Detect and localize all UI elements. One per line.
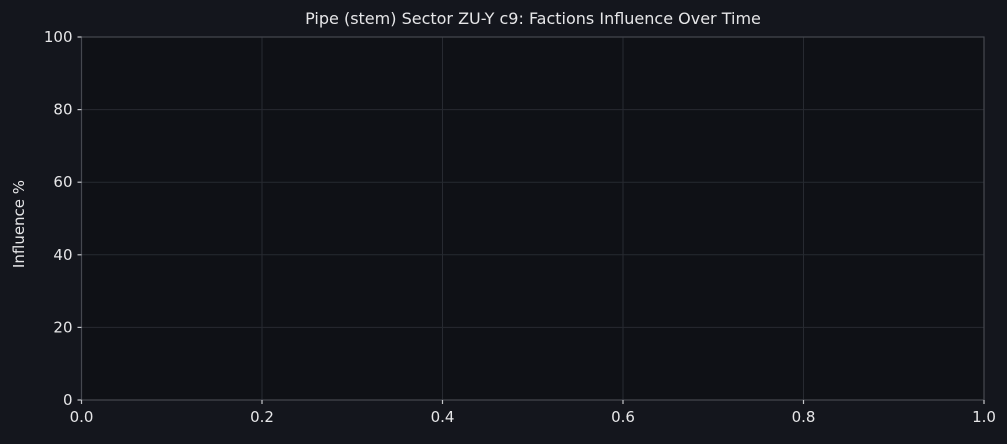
- axes-spines: [80, 36, 985, 401]
- axes-background: [81, 37, 984, 400]
- y-tick-label: 40: [53, 246, 72, 264]
- x-tick-label: 1.0: [972, 408, 996, 426]
- x-tick-label: 0.8: [792, 408, 816, 426]
- x-tick-label: 0.4: [431, 408, 455, 426]
- y-tick-label: 60: [53, 173, 72, 191]
- x-tick-label: 0.2: [250, 408, 274, 426]
- y-tick-label: 80: [53, 101, 72, 119]
- x-tick-label: 0.6: [611, 408, 635, 426]
- y-axis-label: Influence %: [10, 179, 28, 269]
- y-tick-label: 100: [44, 28, 73, 46]
- y-tick-label: 0: [63, 391, 73, 409]
- y-tick-label: 20: [53, 318, 72, 336]
- chart-title: Pipe (stem) Sector ZU-Y c9: Factions Inf…: [305, 9, 761, 28]
- x-tick-label: 0.0: [70, 408, 94, 426]
